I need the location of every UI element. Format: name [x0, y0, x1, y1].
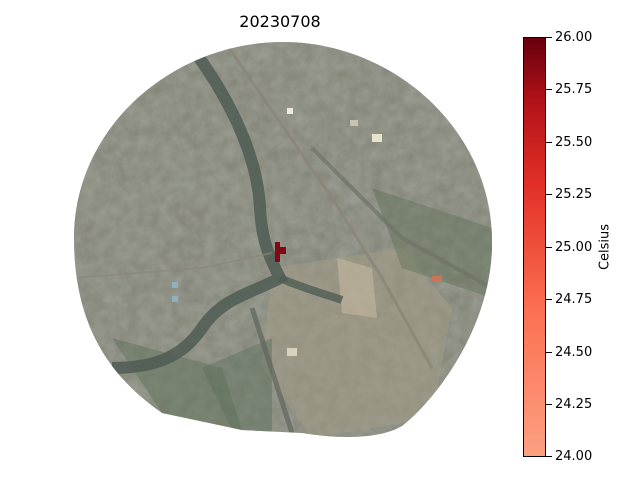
colorbar-tick-24-00: [546, 456, 552, 457]
colorbar-tick-24-25: [546, 404, 552, 405]
satellite-image: [74, 42, 493, 437]
colorbar-tick-24-75: [546, 299, 552, 300]
satellite-map: [72, 38, 494, 450]
colorbar-tick-label-24-50: 24.50: [555, 345, 593, 360]
colorbar-tick-label-25-00: 25.00: [555, 240, 593, 255]
temperature-hotspot: [275, 242, 286, 262]
colorbar-tick-24-50: [546, 352, 552, 353]
colorbar-tick-25-25: [546, 194, 552, 195]
map-title: 20230708: [239, 12, 321, 31]
colorbar-label: Celsius: [597, 223, 613, 271]
colorbar-tick-label-26-00: 26.00: [555, 30, 593, 45]
colorbar-tick-25-75: [546, 89, 552, 90]
colorbar-tick-label-25-25: 25.25: [555, 187, 593, 202]
colorbar-tick-26-00: [546, 37, 552, 38]
colorbar-tick-25-50: [546, 142, 552, 143]
colorbar-tick-label-24-75: 24.75: [555, 292, 593, 307]
aoi-imagery: [74, 42, 493, 437]
colorbar-tick-label-25-50: 25.50: [555, 135, 593, 150]
colorbar-tick-label-24-25: 24.25: [555, 397, 593, 412]
colorbar-tick-25-00: [546, 247, 552, 248]
colorbar: [523, 37, 546, 457]
colorbar-tick-label-24-00: 24.00: [555, 449, 593, 464]
colorbar-tick-label-25-75: 25.75: [555, 82, 593, 97]
